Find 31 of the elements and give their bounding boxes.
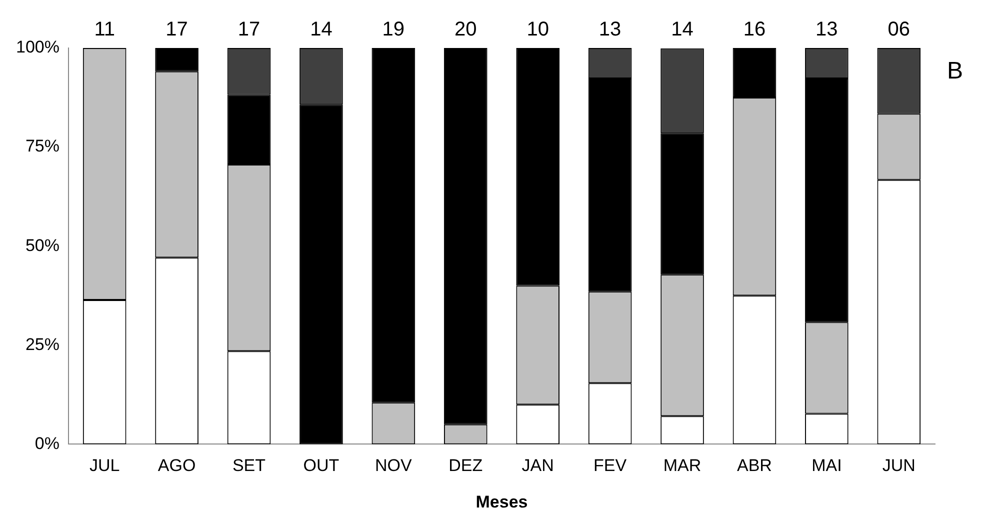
annotation: 06	[888, 18, 910, 41]
y-tick-label: 75%	[25, 136, 60, 156]
annotation: 17	[238, 18, 260, 41]
x-tick-label: ABR	[736, 456, 772, 476]
x-tick-label: SET	[232, 456, 266, 476]
y-tick-label: 25%	[25, 334, 60, 354]
x-tick-label: JUL	[89, 456, 120, 476]
y-tick-label: 100%	[16, 38, 60, 57]
text: B	[947, 58, 964, 85]
annotation: 13	[598, 18, 622, 41]
annotation: 20	[454, 18, 477, 41]
x-tick-label: JAN	[522, 456, 554, 476]
annotation: 19	[382, 18, 405, 41]
x-tick-label: OUT	[303, 456, 340, 476]
y-tick-label: 50%	[25, 236, 60, 255]
x-axis-title: Meses	[476, 492, 528, 512]
annotation: 11	[94, 18, 115, 41]
x-tick-label: FEV	[594, 456, 628, 476]
x-tick-label: DEZ	[448, 456, 483, 476]
annotation: 14	[310, 18, 332, 41]
x-tick-label: MAR	[663, 456, 702, 476]
x-tick-label: JUN	[882, 456, 916, 476]
annotation: 16	[743, 18, 766, 41]
x-tick-label: AGO	[158, 456, 196, 476]
y-tick-label: 0%	[34, 434, 60, 453]
annotation: 17	[166, 18, 188, 41]
annotation: 13	[816, 18, 838, 41]
x-tick-label: MAI	[812, 456, 842, 476]
annotation: 14	[671, 18, 694, 41]
x-tick-label: NOV	[375, 456, 413, 476]
annotation: 10	[526, 18, 549, 41]
